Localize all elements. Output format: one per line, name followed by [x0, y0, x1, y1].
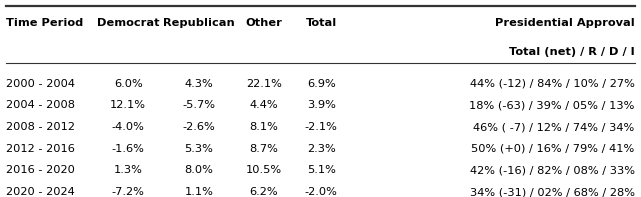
Text: Total (net) / R / D / I: Total (net) / R / D / I	[509, 47, 635, 57]
Text: Presidential Approval: Presidential Approval	[495, 18, 635, 28]
Text: 8.0%: 8.0%	[184, 165, 213, 176]
Text: 5.3%: 5.3%	[184, 144, 213, 154]
Text: 5.1%: 5.1%	[306, 165, 336, 176]
Text: 12.1%: 12.1%	[110, 100, 146, 111]
Text: 50% (+0) / 16% / 79% / 41%: 50% (+0) / 16% / 79% / 41%	[471, 144, 635, 154]
Text: 18% (-63) / 39% / 05% / 13%: 18% (-63) / 39% / 05% / 13%	[469, 100, 635, 111]
Text: 2012 - 2016: 2012 - 2016	[6, 144, 75, 154]
Text: -2.1%: -2.1%	[304, 122, 338, 132]
Text: 46% ( -7) / 12% / 74% / 34%: 46% ( -7) / 12% / 74% / 34%	[473, 122, 635, 132]
Text: -7.2%: -7.2%	[112, 187, 145, 197]
Text: 2004 - 2008: 2004 - 2008	[6, 100, 76, 111]
Text: Democrat: Democrat	[97, 18, 160, 28]
Text: -1.6%: -1.6%	[112, 144, 145, 154]
Text: 2020 - 2024: 2020 - 2024	[6, 187, 75, 197]
Text: Total: Total	[306, 18, 337, 28]
Text: 2000 - 2004: 2000 - 2004	[6, 79, 76, 89]
Text: Republican: Republican	[163, 18, 235, 28]
Text: Time Period: Time Period	[6, 18, 84, 28]
Text: 10.5%: 10.5%	[246, 165, 282, 176]
Text: 6.0%: 6.0%	[114, 79, 142, 89]
Text: 1.3%: 1.3%	[113, 165, 143, 176]
Text: 1.1%: 1.1%	[184, 187, 213, 197]
Text: 8.7%: 8.7%	[249, 144, 278, 154]
Text: 22.1%: 22.1%	[246, 79, 281, 89]
Text: 3.9%: 3.9%	[306, 100, 336, 111]
Text: 4.4%: 4.4%	[249, 100, 278, 111]
Text: 8.1%: 8.1%	[249, 122, 278, 132]
Text: 6.9%: 6.9%	[307, 79, 335, 89]
Text: 4.3%: 4.3%	[185, 79, 213, 89]
Text: -2.6%: -2.6%	[182, 122, 215, 132]
Text: 42% (-16) / 82% / 08% / 33%: 42% (-16) / 82% / 08% / 33%	[470, 165, 635, 176]
Text: -4.0%: -4.0%	[112, 122, 145, 132]
Text: 6.2%: 6.2%	[249, 187, 278, 197]
Text: -5.7%: -5.7%	[182, 100, 215, 111]
Text: 2008 - 2012: 2008 - 2012	[6, 122, 76, 132]
Text: 44% (-12) / 84% / 10% / 27%: 44% (-12) / 84% / 10% / 27%	[470, 79, 635, 89]
Text: Other: Other	[246, 18, 282, 28]
Text: 2016 - 2020: 2016 - 2020	[6, 165, 75, 176]
Text: 34% (-31) / 02% / 68% / 28%: 34% (-31) / 02% / 68% / 28%	[470, 187, 635, 197]
Text: 2.3%: 2.3%	[307, 144, 335, 154]
Text: -2.0%: -2.0%	[304, 187, 338, 197]
